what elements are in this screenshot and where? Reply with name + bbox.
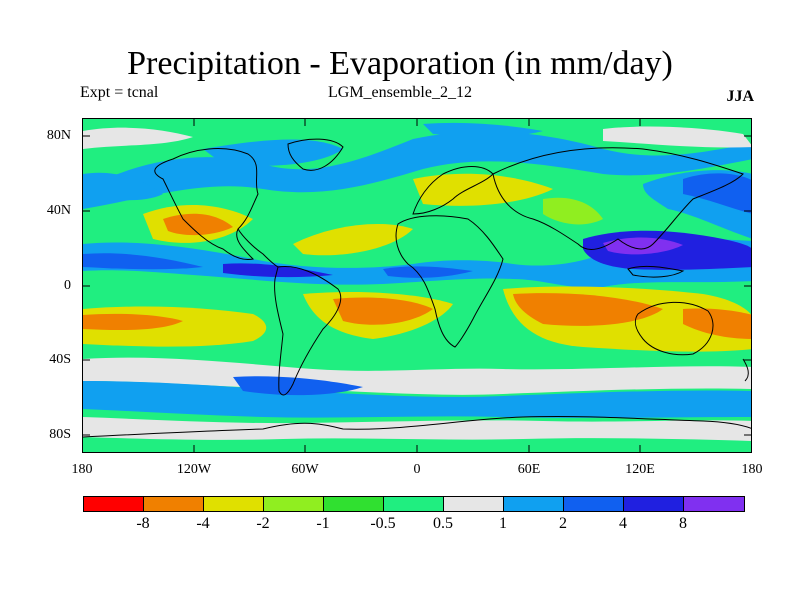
precip-region — [83, 131, 751, 209]
colorbar-label: 8 — [679, 515, 687, 532]
map-plot — [83, 119, 751, 452]
precip-region — [223, 263, 333, 278]
x-tick-label: 120W — [176, 462, 212, 477]
precip-region — [683, 173, 751, 214]
precip-region — [683, 308, 751, 339]
precip-region — [513, 293, 663, 326]
precip-region — [83, 172, 163, 201]
map-panel — [82, 118, 752, 453]
precip-region — [603, 126, 751, 148]
colorbar-swatch — [84, 497, 144, 511]
precip-region — [83, 253, 203, 270]
x-tick-label: 180 — [741, 462, 763, 477]
coastline-asia — [492, 147, 744, 250]
y-tick-label: 40S — [49, 352, 71, 367]
precip-region — [293, 224, 413, 256]
x-tick-label: 120E — [625, 462, 655, 477]
colorbar-label: -0.5 — [370, 515, 396, 532]
precip-region — [83, 313, 183, 331]
precip-region — [603, 237, 683, 255]
colorbar-swatch — [324, 497, 384, 511]
y-tick-label: 40N — [46, 203, 71, 218]
colorbar-swatch — [684, 497, 744, 511]
colorbar-label: -4 — [196, 515, 210, 532]
colorbar-label: -2 — [256, 515, 270, 532]
coastline-australia — [634, 301, 714, 356]
y-tick-label: 80N — [46, 128, 71, 143]
precip-region — [543, 197, 603, 225]
coastline-south-america — [274, 265, 342, 396]
x-tick-label: 0 — [413, 462, 421, 477]
precip-region — [413, 173, 553, 206]
y-tick-label: 80S — [49, 427, 71, 442]
coastline-north-america — [154, 148, 259, 260]
x-tick-label: 180 — [71, 462, 93, 477]
colorbar-swatch — [204, 497, 264, 511]
colorbar-swatch — [564, 497, 624, 511]
colorbar-label: 2 — [559, 515, 567, 532]
colorbar-label: 1 — [499, 515, 507, 532]
chart-title: Precipitation - Evaporation (in mm/day) — [127, 45, 673, 82]
experiment-label: Expt = tcnal — [80, 84, 159, 101]
precip-region — [233, 376, 363, 396]
x-tick-label: 60W — [291, 462, 319, 477]
run-label: LGM_ensemble_2_12 — [328, 84, 472, 101]
y-tick-label: 0 — [64, 278, 71, 293]
colorbar-swatch — [384, 497, 444, 511]
coastline-antarctica — [83, 415, 751, 438]
coastline-maritime-continent — [627, 265, 685, 278]
coastline-central-america — [237, 228, 279, 268]
colorbar-label: -8 — [136, 515, 150, 532]
precip-region — [163, 213, 233, 236]
x-tick-label: 60E — [517, 462, 541, 477]
coastline-new-zealand — [742, 358, 749, 382]
precip-region — [83, 417, 751, 441]
precip-region — [423, 122, 543, 137]
colorbar-swatch — [144, 497, 204, 511]
colorbar-label: -1 — [316, 515, 330, 532]
precip-region — [83, 127, 193, 149]
season-label: JJA — [726, 88, 754, 105]
precip-region — [333, 297, 433, 325]
precip-region — [203, 139, 343, 166]
coastlines — [83, 138, 751, 438]
colorbar-swatch — [444, 497, 504, 511]
coastline-greenland — [287, 138, 344, 171]
colorbar-swatch — [624, 497, 684, 511]
colorbar — [83, 496, 745, 512]
colorbar-label: 4 — [619, 515, 627, 532]
coastline-africa — [395, 215, 504, 348]
colorbar-swatch — [264, 497, 324, 511]
colorbar-label: 0.5 — [433, 515, 453, 532]
colorbar-swatch — [504, 497, 564, 511]
precip-region — [383, 266, 473, 278]
